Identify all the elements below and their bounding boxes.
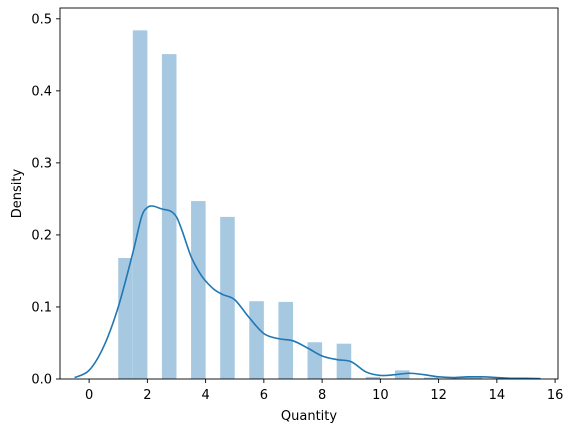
y-tick-label: 0.0 bbox=[31, 373, 52, 388]
x-axis-label: Quantity bbox=[281, 409, 337, 424]
x-tick-label: 0 bbox=[85, 388, 93, 403]
y-axis-ticks: 0.0 0.1 0.2 0.3 0.4 0.5 bbox=[31, 12, 60, 388]
x-tick-label: 2 bbox=[143, 388, 151, 403]
x-tick-label: 12 bbox=[430, 388, 447, 403]
histogram-bar bbox=[132, 30, 148, 380]
y-tick-label: 0.1 bbox=[31, 300, 52, 315]
histogram-bar bbox=[161, 54, 177, 379]
histogram-bar bbox=[118, 257, 133, 379]
histogram-bars bbox=[118, 30, 512, 380]
x-tick-label: 6 bbox=[260, 388, 268, 403]
histogram-bar bbox=[453, 377, 468, 379]
histogram-bar bbox=[249, 301, 264, 379]
x-tick-label: 10 bbox=[372, 388, 389, 403]
histogram-bar bbox=[424, 377, 439, 379]
histogram-bar bbox=[336, 343, 352, 379]
y-tick-label: 0.4 bbox=[31, 84, 52, 99]
x-tick-label: 16 bbox=[547, 388, 564, 403]
y-tick-label: 0.5 bbox=[31, 12, 52, 27]
histogram-bar bbox=[307, 342, 323, 379]
histogram-bar bbox=[278, 301, 293, 379]
y-axis-label: Density bbox=[10, 168, 25, 218]
y-tick-label: 0.2 bbox=[31, 228, 52, 243]
x-axis-ticks: 0 2 4 6 8 10 12 14 16 bbox=[85, 379, 563, 403]
y-tick-label: 0.3 bbox=[31, 156, 52, 171]
kde-curve bbox=[74, 205, 541, 380]
x-tick-label: 14 bbox=[489, 388, 506, 403]
histogram-bar bbox=[220, 216, 235, 379]
x-tick-label: 4 bbox=[201, 388, 209, 403]
histogram-bar bbox=[467, 376, 483, 379]
histogram-bar bbox=[365, 376, 381, 379]
histogram-bar bbox=[394, 370, 410, 379]
x-tick-label: 8 bbox=[318, 388, 326, 403]
histogram-bar bbox=[191, 201, 206, 379]
axes-frame bbox=[59, 7, 559, 380]
